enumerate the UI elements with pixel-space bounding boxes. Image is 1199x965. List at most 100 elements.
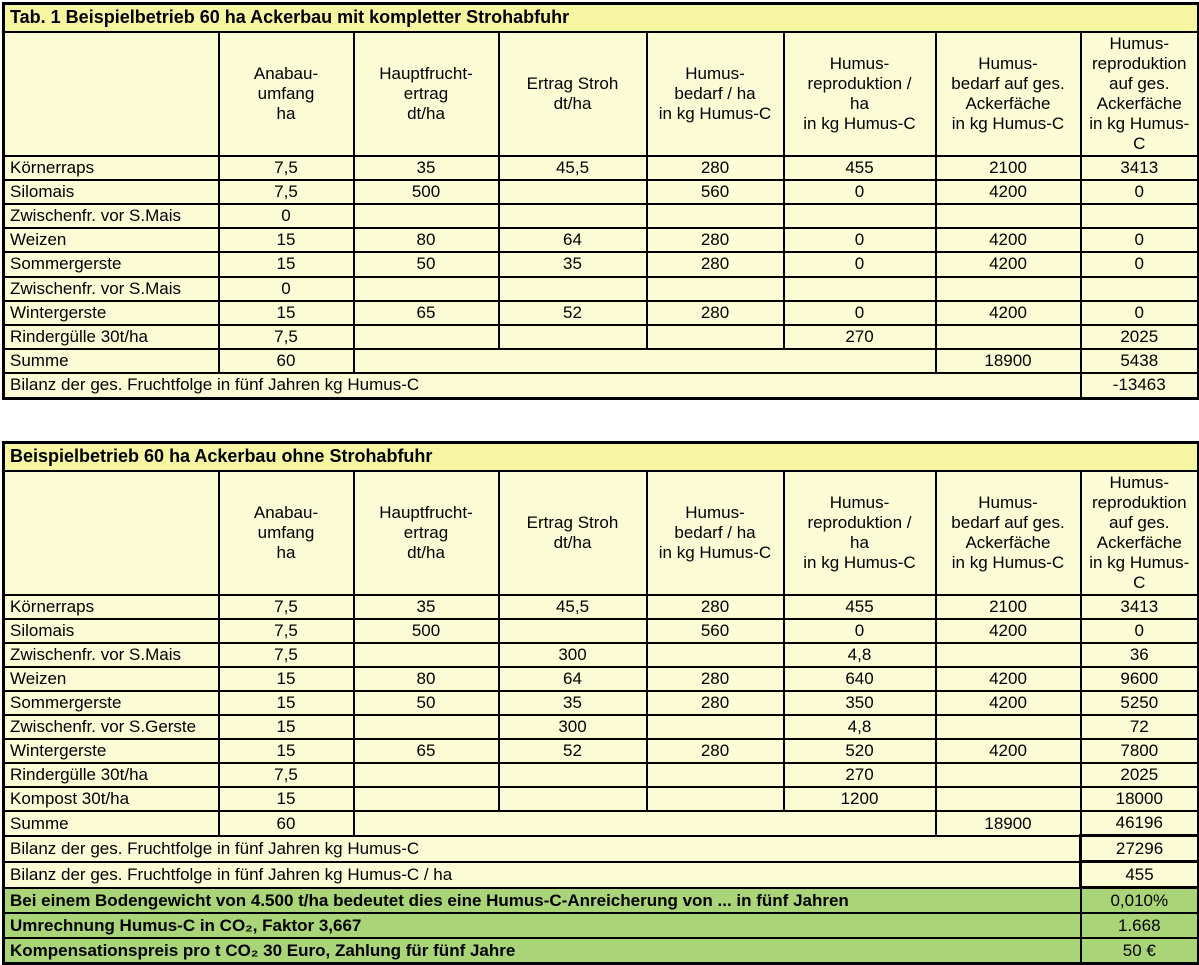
row-label: Körnerraps xyxy=(2,155,220,182)
value-cell: 2100 xyxy=(934,155,1082,182)
row-label: Zwischenfr. vor S.Mais xyxy=(2,203,220,230)
value-cell xyxy=(934,762,1082,789)
merged-empty-cell xyxy=(352,347,937,374)
value-cell: 280 xyxy=(645,299,785,326)
value-cell: 65 xyxy=(352,738,500,765)
table-row: Summe 60 18900 46196 xyxy=(2,810,1199,837)
row-label: Summe xyxy=(2,347,220,374)
column-header: Hauptfrucht- ertrag dt/ha xyxy=(352,469,500,596)
table-row: Kompensationspreis pro t CO₂ 30 Euro, Za… xyxy=(2,937,1199,965)
value-cell xyxy=(645,275,785,302)
column-header: Humus- reproduktion / ha in kg Humus-C xyxy=(782,30,937,158)
column-header: Humus- reproduktion auf ges. Ackerfäche … xyxy=(1079,30,1199,158)
table-row: Sommergerste 15 50 35 280 350 4200 5250 xyxy=(2,690,1199,717)
value-cell: 64 xyxy=(497,227,648,254)
value-cell xyxy=(352,642,500,669)
value-cell xyxy=(1079,275,1199,302)
value-cell: 280 xyxy=(645,690,785,717)
value-cell: 520 xyxy=(782,738,937,765)
value-cell: 0 xyxy=(217,203,355,230)
row-label: Zwischenfr. vor S.Mais xyxy=(2,642,220,669)
value-cell xyxy=(645,762,785,789)
value-cell: 18900 xyxy=(934,810,1082,837)
summary-label: Bilanz der ges. Fruchtfolge in fünf Jahr… xyxy=(2,860,1082,889)
value-cell: 4200 xyxy=(934,179,1082,206)
table-title: Beispielbetrieb 60 ha Ackerbau ohne Stro… xyxy=(2,441,1199,472)
value-cell: 80 xyxy=(352,227,500,254)
merged-empty-cell xyxy=(352,810,937,837)
value-cell: 270 xyxy=(782,762,937,789)
value-cell xyxy=(645,714,785,741)
value-cell: 60 xyxy=(217,347,355,374)
value-cell: 35 xyxy=(497,251,648,278)
table-title-row: Beispielbetrieb 60 ha Ackerbau ohne Stro… xyxy=(2,441,1199,472)
value-cell: 455 xyxy=(782,155,937,182)
value-cell xyxy=(782,203,937,230)
column-header: Humus- bedarf / ha in kg Humus-C xyxy=(645,469,785,596)
column-header: Humus- bedarf auf ges. Ackerfäche in kg … xyxy=(934,469,1082,596)
value-cell: 7,5 xyxy=(217,642,355,669)
row-label: Rindergülle 30t/ha xyxy=(2,762,220,789)
column-header: Humus- bedarf auf ges. Ackerfäche in kg … xyxy=(934,30,1082,158)
table-body: Beispielbetrieb 60 ha Ackerbau ohne Stro… xyxy=(2,441,1199,965)
value-cell xyxy=(497,323,648,350)
value-cell: 52 xyxy=(497,299,648,326)
summary-value: 27296 xyxy=(1078,834,1199,864)
table-row: Bilanz der ges. Fruchtfolge in fünf Jahr… xyxy=(2,860,1199,890)
value-cell: 280 xyxy=(645,593,785,621)
table-row: Bilanz der ges. Fruchtfolge in fünf Jahr… xyxy=(2,371,1199,400)
value-cell xyxy=(645,203,785,230)
value-cell: 350 xyxy=(782,690,937,717)
row-label: Sommergerste xyxy=(2,251,220,278)
value-cell: 4,8 xyxy=(782,714,937,741)
value-cell xyxy=(497,786,648,813)
value-cell: 3413 xyxy=(1079,155,1199,182)
value-cell xyxy=(497,203,648,230)
table-row: Bilanz der ges. Fruchtfolge in fünf Jahr… xyxy=(2,834,1199,864)
table-title: Tab. 1 Beispielbetrieb 60 ha Ackerbau mi… xyxy=(2,2,1199,33)
value-cell: 80 xyxy=(352,666,500,693)
value-cell: 65 xyxy=(352,299,500,326)
value-cell: 7,5 xyxy=(217,323,355,350)
value-cell xyxy=(497,618,648,645)
value-cell: 9600 xyxy=(1079,666,1199,693)
table-row: Körnerraps 7,5 35 45,5 280 455 2100 3413 xyxy=(2,155,1199,182)
value-cell: 280 xyxy=(645,666,785,693)
row-label: Summe xyxy=(2,810,220,837)
value-cell: 2100 xyxy=(934,593,1082,621)
table-row: Silomais 7,5 500 560 0 4200 0 xyxy=(2,179,1199,206)
value-cell: 1200 xyxy=(782,786,937,813)
column-header: Humus- bedarf / ha in kg Humus-C xyxy=(645,30,785,158)
table-row: Rindergülle 30t/ha 7,5 270 2025 xyxy=(2,762,1199,789)
value-cell: 15 xyxy=(217,690,355,717)
value-cell xyxy=(934,275,1082,302)
value-cell xyxy=(1079,203,1199,230)
table-body: Tab. 1 Beispielbetrieb 60 ha Ackerbau mi… xyxy=(2,2,1199,400)
table-header-row: Anabau- umfang ha Hauptfrucht- ertrag dt/… xyxy=(2,30,1199,158)
row-label: Silomais xyxy=(2,179,220,206)
value-cell: 4200 xyxy=(934,738,1082,765)
summary-value: 455 xyxy=(1078,860,1199,890)
column-header xyxy=(2,30,220,158)
table-row: Sommergerste 15 50 35 280 0 4200 0 xyxy=(2,251,1199,278)
table-row: Weizen 15 80 64 280 640 4200 9600 xyxy=(2,666,1199,693)
table-header-row: Anabau- umfang ha Hauptfrucht- ertrag dt/… xyxy=(2,469,1199,596)
value-cell xyxy=(934,714,1082,741)
value-cell: 0 xyxy=(782,299,937,326)
value-cell: 15 xyxy=(217,738,355,765)
value-cell: 7,5 xyxy=(217,155,355,182)
value-cell: 280 xyxy=(645,251,785,278)
value-cell: 7,5 xyxy=(217,762,355,789)
value-cell xyxy=(497,179,648,206)
row-label: Wintergerste xyxy=(2,738,220,765)
column-header: Ertrag Stroh dt/ha xyxy=(497,469,648,596)
value-cell: 0 xyxy=(782,179,937,206)
column-header: Humus- reproduktion / ha in kg Humus-C xyxy=(782,469,937,596)
table-row: Wintergerste 15 65 52 280 520 4200 7800 xyxy=(2,738,1199,765)
value-cell: 35 xyxy=(352,155,500,182)
summary-value: 0,010% xyxy=(1079,886,1199,915)
value-cell: 35 xyxy=(497,690,648,717)
value-cell: 18000 xyxy=(1079,786,1199,813)
table-row: Weizen 15 80 64 280 0 4200 0 xyxy=(2,227,1199,254)
